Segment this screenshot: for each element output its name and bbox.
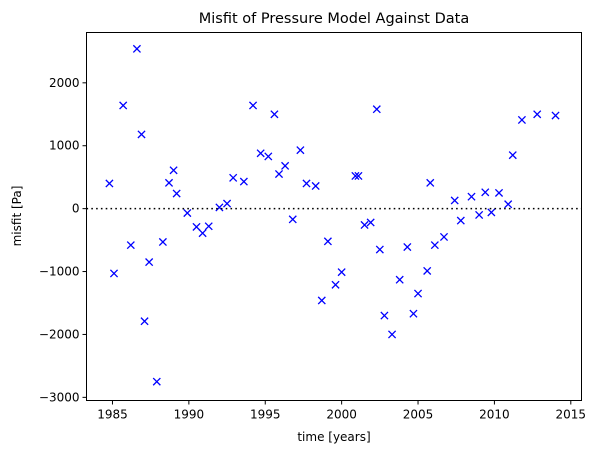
plot-frame: [86, 32, 582, 401]
x-tick-label: 1990: [174, 408, 205, 422]
data-point: [533, 110, 542, 119]
x-tick-label: 2015: [556, 408, 587, 422]
data-point: [169, 166, 178, 175]
data-point: [296, 146, 305, 155]
data-point: [274, 169, 284, 179]
data-point: [450, 196, 459, 205]
data-point: [145, 258, 154, 267]
data-point: [487, 208, 496, 217]
data-point: [137, 130, 146, 139]
data-point: [119, 101, 128, 110]
y-axis-label: misfit [Pa]: [10, 186, 24, 247]
data-point: [360, 220, 369, 230]
data-point: [481, 188, 490, 197]
data-markers: [105, 44, 560, 386]
data-point: [132, 44, 141, 53]
data-point: [215, 203, 224, 212]
data-point: [351, 171, 360, 180]
data-point: [439, 232, 449, 242]
x-tick-label: 2005: [403, 408, 434, 422]
data-point: [281, 161, 290, 170]
data-point: [264, 152, 273, 161]
data-point: [413, 289, 423, 298]
x-axis-label: time [years]: [297, 430, 370, 444]
data-point: [248, 101, 258, 110]
data-point: [366, 218, 375, 227]
data-point: [508, 151, 517, 160]
data-point: [551, 111, 560, 120]
data-point: [354, 171, 363, 180]
data-point: [467, 192, 476, 201]
data-point: [222, 199, 232, 208]
data-point: [426, 178, 435, 187]
data-point: [158, 237, 167, 247]
data-point: [409, 309, 418, 318]
data-point: [323, 237, 332, 246]
data-point: [387, 330, 397, 339]
data-point: [164, 178, 174, 187]
data-point: [372, 105, 381, 114]
y-tick-label: 2000: [49, 76, 80, 90]
data-point: [239, 177, 248, 186]
data-point: [152, 377, 161, 386]
data-point: [126, 241, 135, 250]
data-point: [475, 210, 484, 219]
data-point: [311, 181, 320, 191]
data-point: [430, 241, 439, 250]
data-point: [504, 200, 513, 209]
data-point: [494, 188, 504, 197]
data-point: [423, 266, 432, 275]
data-point: [517, 115, 526, 124]
data-point: [204, 222, 213, 231]
data-point: [337, 268, 346, 277]
data-point: [288, 215, 297, 224]
x-tick-label: 2000: [326, 408, 357, 422]
y-tick-label: 1000: [49, 139, 80, 153]
data-point: [256, 149, 265, 158]
chart-title: Misfit of Pressure Model Against Data: [199, 11, 469, 27]
data-point: [302, 179, 311, 188]
y-axis: −3000 −2000 −1000 0 1000 2000: [39, 76, 87, 404]
data-point: [105, 179, 114, 188]
data-point: [140, 317, 149, 326]
data-point: [198, 229, 207, 238]
data-point: [229, 173, 238, 182]
data-point: [192, 222, 201, 231]
y-tick-label: −1000: [39, 265, 80, 279]
data-point: [395, 275, 404, 284]
x-tick-label: 1985: [97, 408, 128, 422]
data-point: [109, 269, 119, 278]
x-tick-label: 1995: [250, 408, 281, 422]
data-point: [183, 208, 192, 218]
x-axis: 1985 1990 1995 2000 2005 2010 2015: [97, 400, 587, 422]
x-tick-label: 2010: [479, 408, 510, 422]
y-tick-label: 0: [72, 202, 80, 216]
data-point: [375, 245, 384, 254]
y-tick-label: −2000: [39, 327, 80, 341]
data-point: [317, 296, 326, 305]
data-point: [331, 280, 340, 289]
data-point: [380, 311, 389, 320]
y-tick-label: −3000: [39, 390, 80, 404]
data-point: [270, 110, 279, 119]
data-point: [403, 242, 412, 252]
data-point: [456, 216, 465, 225]
data-point: [172, 189, 181, 198]
